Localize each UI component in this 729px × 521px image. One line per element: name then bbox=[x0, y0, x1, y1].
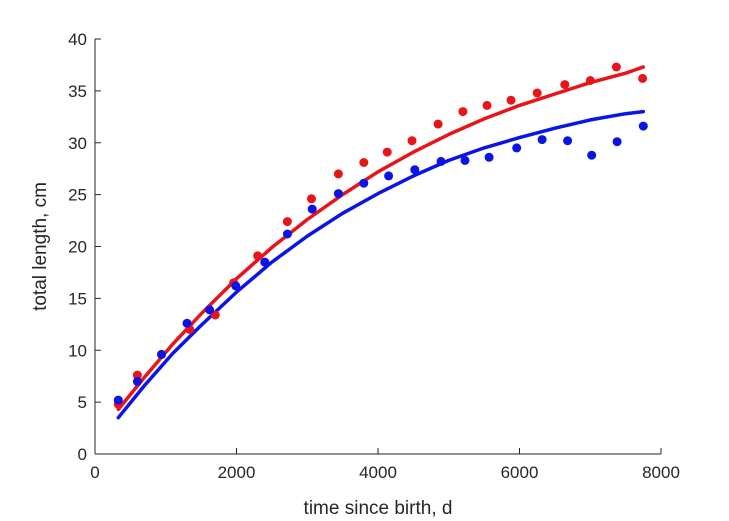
y-tick-label: 40 bbox=[68, 30, 87, 49]
y-tick-label: 30 bbox=[68, 134, 87, 153]
y-axis-label: total length, cm bbox=[30, 182, 51, 311]
data-point-series-1 bbox=[458, 107, 468, 117]
y-tick-label: 20 bbox=[68, 238, 87, 257]
data-point-series-2 bbox=[436, 156, 446, 166]
y-tick-label: 10 bbox=[68, 341, 87, 360]
data-point-series-1 bbox=[253, 251, 263, 261]
data-point-series-1 bbox=[433, 119, 443, 129]
x-tick-label: 6000 bbox=[501, 463, 539, 482]
data-point-series-2 bbox=[612, 137, 622, 147]
y-tick-label: 0 bbox=[78, 445, 87, 464]
data-point-series-1 bbox=[333, 169, 343, 179]
y-tick-label: 25 bbox=[68, 186, 87, 205]
data-point-series-2 bbox=[587, 150, 597, 160]
axis-labels: time since birth, d total length, cm bbox=[30, 182, 452, 519]
data-point-series-2 bbox=[638, 121, 648, 131]
x-tick-label: 8000 bbox=[642, 463, 680, 482]
data-point-series-1 bbox=[307, 194, 316, 204]
data-point-series-2 bbox=[384, 171, 394, 181]
axes: 0 2000 4000 6000 8000 0 5 10 15 20 25 30 35 40 bbox=[68, 30, 680, 482]
data-point-series-1 bbox=[382, 147, 392, 157]
data-point-series-1 bbox=[638, 73, 648, 83]
data-point-series-1 bbox=[407, 136, 417, 146]
fit-line-series-1 bbox=[116, 65, 646, 412]
data-point-series-2 bbox=[231, 281, 241, 291]
data-point-series-2 bbox=[157, 349, 166, 359]
fit-lines bbox=[116, 65, 646, 420]
data-point-series-1 bbox=[585, 76, 595, 85]
y-tick-label: 5 bbox=[78, 393, 87, 412]
data-points bbox=[113, 62, 648, 409]
x-tick-label: 0 bbox=[90, 463, 99, 482]
x-axis-label: time since birth, d bbox=[304, 498, 453, 519]
data-point-series-1 bbox=[532, 88, 542, 98]
data-point-series-1 bbox=[132, 370, 142, 380]
x-tick-label: 4000 bbox=[359, 463, 397, 482]
data-point-series-2 bbox=[132, 376, 142, 386]
data-point-series-1 bbox=[282, 217, 292, 227]
data-point-series-1 bbox=[560, 80, 570, 90]
data-point-series-2 bbox=[410, 165, 420, 175]
data-point-series-1 bbox=[611, 62, 621, 72]
data-point-series-2 bbox=[484, 152, 494, 162]
data-point-series-2 bbox=[537, 135, 547, 145]
x-tick-label: 2000 bbox=[218, 463, 256, 482]
data-point-series-2 bbox=[113, 395, 123, 405]
data-point-series-2 bbox=[205, 305, 215, 315]
data-point-series-2 bbox=[563, 136, 573, 146]
data-point-series-2 bbox=[512, 143, 522, 153]
data-point-series-2 bbox=[460, 155, 470, 165]
data-point-series-1 bbox=[506, 95, 516, 105]
data-point-series-2 bbox=[182, 318, 192, 328]
data-point-series-1 bbox=[482, 100, 492, 110]
data-point-series-1 bbox=[359, 158, 369, 167]
data-point-series-1 bbox=[210, 310, 220, 320]
data-point-series-2 bbox=[260, 257, 270, 267]
data-point-series-2 bbox=[282, 229, 292, 239]
data-point-series-2 bbox=[359, 178, 369, 188]
y-tick-label: 35 bbox=[68, 82, 87, 101]
data-point-series-2 bbox=[307, 204, 317, 214]
data-point-series-2 bbox=[333, 189, 343, 199]
y-tick-label: 15 bbox=[68, 289, 87, 308]
fit-line-series-2 bbox=[116, 109, 646, 420]
